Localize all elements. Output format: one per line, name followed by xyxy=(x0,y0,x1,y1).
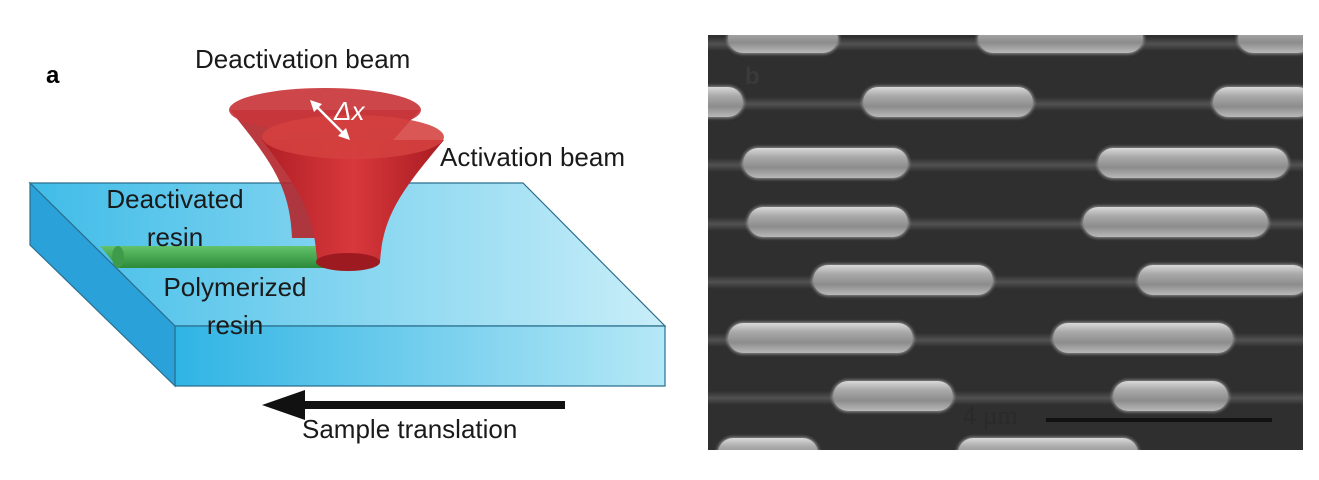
polymerized-segment xyxy=(1098,148,1288,178)
sample-translation-label: Sample translation xyxy=(302,414,518,444)
polymerized-segment xyxy=(813,265,993,295)
polymerized-segment xyxy=(1213,87,1303,117)
scale-bar xyxy=(1046,418,1272,422)
polymerized-segment xyxy=(958,438,1138,450)
polymerized-segment xyxy=(748,207,908,237)
polymerized-segment xyxy=(743,148,908,178)
polymerized-segment xyxy=(863,87,1033,117)
schematic-panel: a Deactivation beam Δx Activation beam D… xyxy=(28,44,667,444)
resin-slab-side xyxy=(29,181,176,388)
polymerized-resin-line xyxy=(100,246,332,268)
activation-beam-top xyxy=(262,115,444,159)
deactivated-resin-label-line2: resin xyxy=(146,222,204,252)
polymerized-resin-label-line1: Polymerized xyxy=(163,272,307,302)
scale-bar-label: 4 µm xyxy=(963,401,1018,430)
polymerized-segment xyxy=(708,87,743,117)
polymerized-segment xyxy=(728,323,913,353)
sample-translation-arrow xyxy=(262,390,565,420)
polymerized-segment xyxy=(1113,381,1228,411)
polymerized-segment xyxy=(728,35,838,53)
polymerized-resin-label-line2: resin xyxy=(206,310,264,340)
activation-beam-cone xyxy=(262,140,444,262)
polymerized-segment xyxy=(978,35,1143,53)
sem-micrograph: b 4 µm xyxy=(708,35,1303,450)
deactivated-resin-label-line1: Deactivated xyxy=(106,184,244,214)
polymerized-segment xyxy=(1238,35,1303,53)
panel-letter-b: b xyxy=(745,63,760,90)
polymerized-resin-end xyxy=(112,246,124,268)
delta-x-label: Δx xyxy=(334,96,365,126)
polymerized-segment xyxy=(1053,323,1233,353)
schematic-drawing xyxy=(28,88,667,420)
activation-beam-bottom xyxy=(316,253,380,271)
delta-x-arrow xyxy=(310,100,350,140)
activation-beam-label: Activation beam xyxy=(440,142,625,172)
deactivation-beam-label: Deactivation beam xyxy=(195,44,411,74)
polymerized-segment xyxy=(718,438,818,450)
polymerized-segment xyxy=(1083,207,1268,237)
polymerized-segment xyxy=(1138,265,1303,295)
polymerized-segment xyxy=(833,381,953,411)
panel-letter-a: a xyxy=(46,62,60,89)
